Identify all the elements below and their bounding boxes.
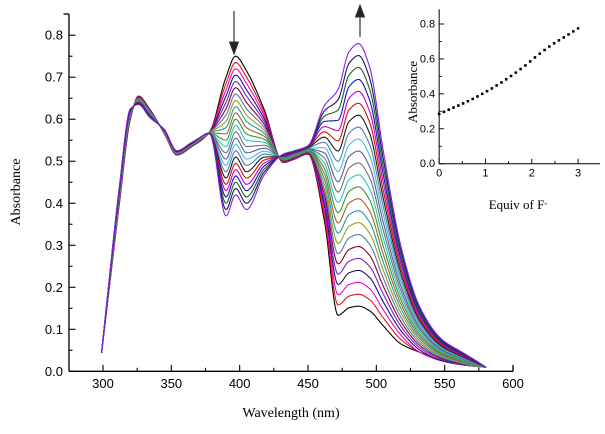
svg-text:0.0: 0.0 [45, 364, 63, 379]
svg-text:300: 300 [92, 376, 114, 391]
svg-text:0.8: 0.8 [420, 19, 435, 31]
svg-text:Wavelength (nm): Wavelength (nm) [242, 406, 340, 421]
svg-text:0.8: 0.8 [45, 28, 63, 43]
svg-text:0.6: 0.6 [420, 53, 435, 65]
svg-text:Absorbance: Absorbance [9, 159, 24, 226]
svg-text:0.4: 0.4 [45, 196, 63, 211]
svg-text:0.6: 0.6 [45, 112, 63, 127]
svg-text:Absorbance: Absorbance [405, 61, 420, 123]
svg-text:0: 0 [436, 168, 442, 180]
svg-text:0.2: 0.2 [420, 123, 435, 135]
svg-text:2: 2 [529, 168, 535, 180]
svg-text:0.0: 0.0 [420, 158, 435, 170]
svg-text:3: 3 [575, 168, 581, 180]
svg-text:450: 450 [297, 376, 319, 391]
svg-text:0.7: 0.7 [45, 70, 63, 85]
svg-text:1: 1 [482, 168, 488, 180]
svg-text:600: 600 [502, 376, 524, 391]
svg-text:0.5: 0.5 [45, 154, 63, 169]
svg-text:0.1: 0.1 [45, 322, 63, 337]
svg-text:Equiv of F-: Equiv of F- [489, 197, 548, 212]
svg-text:0.4: 0.4 [420, 88, 435, 100]
svg-text:550: 550 [434, 376, 456, 391]
svg-text:500: 500 [365, 376, 387, 391]
svg-text:350: 350 [160, 376, 182, 391]
svg-text:0.3: 0.3 [45, 238, 63, 253]
svg-text:400: 400 [229, 376, 251, 391]
svg-text:0.2: 0.2 [45, 280, 63, 295]
